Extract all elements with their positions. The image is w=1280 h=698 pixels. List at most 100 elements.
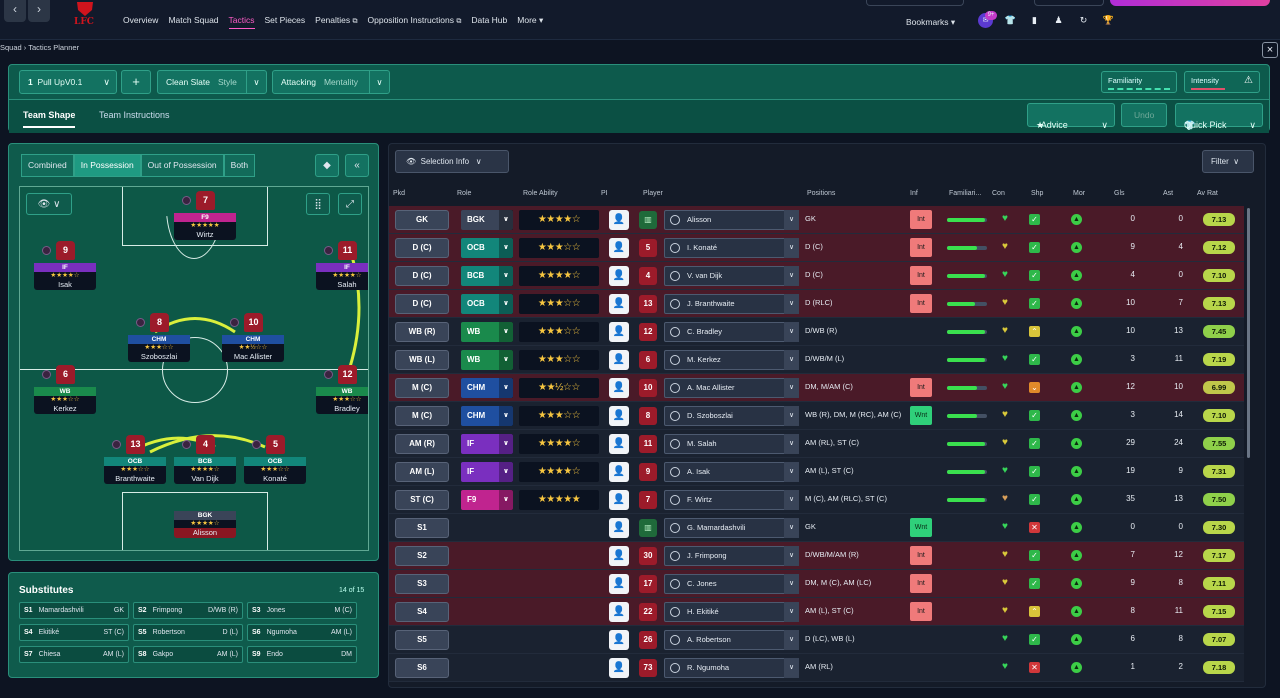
intensity-meter[interactable]: Intensity ⚠ xyxy=(1184,71,1260,93)
phase-both[interactable]: Both xyxy=(223,154,256,177)
col-pkd[interactable]: Pkd xyxy=(393,190,406,197)
top-box-right[interactable] xyxy=(1034,0,1104,6)
continue-button[interactable] xyxy=(1110,0,1270,6)
substitute-item[interactable]: S4 Ekitiké ST (C) xyxy=(19,624,129,641)
player-card[interactable]: WB ★★★☆☆ Kerkez xyxy=(34,387,96,414)
pkd-button[interactable]: WB (R) xyxy=(395,322,449,342)
role-selector[interactable]: OCB ∨ xyxy=(461,238,513,258)
player-card[interactable]: OCB ★★★☆☆ Konaté xyxy=(244,457,306,484)
player-card[interactable]: CHM ★★½☆☆ Mac Allister xyxy=(222,335,284,362)
substitute-item[interactable]: S7 Chiesa AM (L) xyxy=(19,646,129,663)
player-instructions-icon[interactable]: 👤 xyxy=(609,462,629,482)
table-row[interactable]: S3 👤 17 C. Jones ∨ DM, M (C), AM (LC) Int ♥ ✓ ▲ 9 8… xyxy=(389,570,1244,598)
role-selector[interactable]: BCB ∨ xyxy=(461,266,513,286)
player-instructions-icon[interactable]: 👤 xyxy=(609,518,629,538)
role-selector[interactable]: CHM ∨ xyxy=(461,378,513,398)
breadcrumb[interactable]: Squad › Tactics Planner xyxy=(0,43,80,52)
role-selector[interactable]: IF ∨ xyxy=(461,462,513,482)
player-card[interactable]: IF ★★★★☆ Salah xyxy=(316,263,368,290)
pkd-button[interactable]: S3 xyxy=(395,574,449,594)
phase-in-possession[interactable]: In Possession xyxy=(73,154,141,177)
player-selector[interactable]: G. Mamardashvili ∨ xyxy=(664,518,799,538)
player-selector[interactable]: I. Konaté ∨ xyxy=(664,238,799,258)
table-row[interactable]: S5 👤 26 A. Robertson ∨ D (LC), WB (L) ♥ ✓ ▲ 6 8 7.0… xyxy=(389,626,1244,654)
nav-set-pieces[interactable]: Set Pieces xyxy=(264,15,306,25)
col-positions[interactable]: Positions xyxy=(807,190,836,197)
player-instructions-icon[interactable]: 👤 xyxy=(609,434,629,454)
nav-match-squad[interactable]: Match Squad xyxy=(168,15,219,25)
player-selector[interactable]: M. Salah ∨ xyxy=(664,434,799,454)
filter-button[interactable]: Filter ∨ xyxy=(1202,150,1254,173)
col-role-ability[interactable]: Role Ability xyxy=(523,190,558,197)
nav-overview[interactable]: Overview xyxy=(123,15,159,25)
back-button[interactable]: ‹ xyxy=(4,0,26,22)
pkd-button[interactable]: GK xyxy=(395,210,449,230)
player-selector[interactable]: A. Robertson ∨ xyxy=(664,630,799,650)
substitute-item[interactable]: S8 Gakpo AM (L) xyxy=(133,646,243,663)
nav-more[interactable]: More ▾ xyxy=(517,15,544,25)
col-inf[interactable]: Inf xyxy=(910,190,918,197)
col-ast[interactable]: Ast xyxy=(1163,190,1174,197)
table-row[interactable]: D (C) BCB ∨ ★★★★☆ 👤 4 V. van Dijk ∨ D (C) Int ♥ ✓ ▲ 4… xyxy=(389,262,1244,290)
player-selector[interactable]: M. Kerkez ∨ xyxy=(664,350,799,370)
player-instructions-icon[interactable]: 👤 xyxy=(609,490,629,510)
grid-icon[interactable]: ⣿ xyxy=(306,193,330,215)
table-row[interactable]: WB (L) WB ∨ ★★★☆☆ 👤 6 M. Kerkez ∨ D/WB/M (L) ♥ ✓ ▲ 3… xyxy=(389,346,1244,374)
nav-tactics[interactable]: Tactics xyxy=(228,15,255,29)
table-row[interactable]: AM (L) IF ∨ ★★★★☆ 👤 9 A. Isak ∨ AM (L), ST (C) ♥ ✓… xyxy=(389,458,1244,486)
pkd-button[interactable]: S4 xyxy=(395,602,449,622)
player-card[interactable]: OCB ★★★☆☆ Branthwaite xyxy=(104,457,166,484)
col-av-rat[interactable]: Av Rat xyxy=(1197,190,1218,197)
role-selector[interactable]: BGK ∨ xyxy=(461,210,513,230)
player-instructions-icon[interactable]: 👤 xyxy=(609,350,629,370)
player-selector[interactable]: C. Jones ∨ xyxy=(664,574,799,594)
player-instructions-icon[interactable]: 👤 xyxy=(609,266,629,286)
top-box-left[interactable] xyxy=(866,0,964,6)
pkd-button[interactable]: D (C) xyxy=(395,294,449,314)
table-row[interactable]: S6 👤 73 R. Ngumoha ∨ AM (RL) ♥ ✕ ▲ 1 2 7.18 xyxy=(389,654,1244,682)
table-row[interactable]: D (C) OCB ∨ ★★★☆☆ 👤 13 J. Branthwaite ∨ D (RLC) I… xyxy=(389,290,1244,318)
clipboard-icon[interactable]: ▮ xyxy=(1032,15,1037,25)
table-row[interactable]: M (C) CHM ∨ ★★★☆☆ 👤 8 D. Szoboszlai ∨ WB (R), DM… xyxy=(389,402,1244,430)
pkd-button[interactable]: D (C) xyxy=(395,266,449,286)
pkd-button[interactable]: ST (C) xyxy=(395,490,449,510)
selection-info-button[interactable]: 👁 Selection Info ∨ xyxy=(395,150,509,173)
player-instructions-icon[interactable]: 👤 xyxy=(609,294,629,314)
pkd-button[interactable]: S1 xyxy=(395,518,449,538)
add-tactic-button[interactable]: + xyxy=(121,70,151,94)
pkd-button[interactable]: S2 xyxy=(395,546,449,566)
table-row[interactable]: D (C) OCB ∨ ★★★☆☆ 👤 5 I. Konaté ∨ D (C) Int ♥ ✓ ▲ 9 4 7… xyxy=(389,234,1244,262)
substitute-item[interactable]: S3 Jones M (C) xyxy=(247,602,357,619)
player-instructions-icon[interactable]: 👤 xyxy=(609,322,629,342)
role-selector[interactable]: OCB ∨ xyxy=(461,294,513,314)
style-selector[interactable]: Clean Slate Style ∨ xyxy=(157,70,267,94)
table-row[interactable]: S2 👤 30 J. Frimpong ∨ D/WB/M/AM (R) Int ♥ ✓ ▲ 7 12 7… xyxy=(389,542,1244,570)
pkd-button[interactable]: S6 xyxy=(395,658,449,678)
substitute-item[interactable]: S6 Ngumoha AM (L) xyxy=(247,624,357,641)
collapse-icon[interactable]: « xyxy=(345,154,369,177)
mentality-selector[interactable]: Attacking Mentality ∨ xyxy=(272,70,390,94)
player-card[interactable]: F9 ★★★★★ Wirtz xyxy=(174,213,236,240)
tab-team-instructions[interactable]: Team Instructions xyxy=(99,110,170,120)
tab-team-shape[interactable]: Team Shape xyxy=(23,110,76,128)
familiarity-meter[interactable]: Familiarity xyxy=(1101,71,1177,93)
substitute-item[interactable]: S1 Mamardashvili GK xyxy=(19,602,129,619)
player-selector[interactable]: H. Ekitiké ∨ xyxy=(664,602,799,622)
player-card[interactable]: BCB ★★★★☆ Van Dijk xyxy=(174,457,236,484)
table-row[interactable]: ST (C) F9 ∨ ★★★★★ 👤 7 F. Wirtz ∨ M (C), AM (RLC)… xyxy=(389,486,1244,514)
substitute-item[interactable]: S5 Robertson D (L) xyxy=(133,624,243,641)
col-shp[interactable]: Shp xyxy=(1031,190,1044,197)
table-row[interactable]: WB (R) WB ∨ ★★★☆☆ 👤 12 C. Bradley ∨ D/WB (R) ♥ ⌃ ▲ 1… xyxy=(389,318,1244,346)
club-crest-logo[interactable]: LFC xyxy=(70,0,100,30)
player-selector[interactable]: F. Wirtz ∨ xyxy=(664,490,799,510)
player-selector[interactable]: V. van Dijk ∨ xyxy=(664,266,799,286)
col-player[interactable]: Player xyxy=(643,190,663,197)
player-selector[interactable]: C. Bradley ∨ xyxy=(664,322,799,342)
table-row[interactable]: S1 👤 ▥ G. Mamardashvili ∨ GK Wnt ♥ ✕ ▲ 0 0 7.30 xyxy=(389,514,1244,542)
pkd-button[interactable]: M (C) xyxy=(395,378,449,398)
player-selector[interactable]: J. Frimpong ∨ xyxy=(664,546,799,566)
table-row[interactable]: AM (R) IF ∨ ★★★★☆ 👤 11 M. Salah ∨ AM (RL), ST (C… xyxy=(389,430,1244,458)
col-con[interactable]: Con xyxy=(992,190,1005,197)
forward-button[interactable]: › xyxy=(28,0,50,22)
player-instructions-icon[interactable]: 👤 xyxy=(609,630,629,650)
